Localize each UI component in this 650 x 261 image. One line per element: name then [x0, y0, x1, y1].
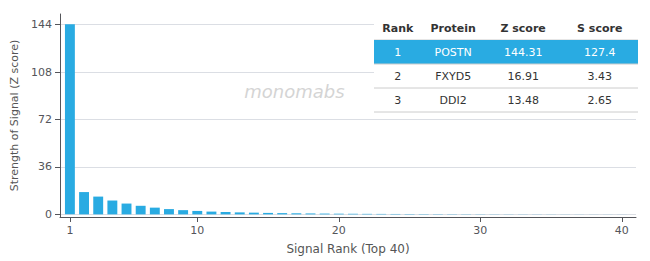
svg-text:monomabs: monomabs [244, 81, 344, 102]
svg-text:FXYD5: FXYD5 [435, 70, 471, 83]
svg-text:Strength of Signal (Z score): Strength of Signal (Z score) [8, 40, 21, 192]
svg-text:Protein: Protein [431, 22, 476, 35]
svg-text:3.43: 3.43 [587, 70, 612, 83]
svg-text:1: 1 [66, 224, 73, 237]
svg-text:10: 10 [190, 224, 204, 237]
svg-text:108: 108 [31, 66, 52, 79]
svg-text:2.65: 2.65 [587, 94, 612, 107]
svg-text:144.31: 144.31 [504, 46, 543, 59]
svg-text:0: 0 [45, 208, 52, 221]
svg-text:Z score: Z score [500, 22, 545, 35]
svg-text:Rank: Rank [382, 22, 414, 35]
svg-text:DDI2: DDI2 [440, 94, 467, 107]
svg-text:20: 20 [332, 224, 346, 237]
svg-text:30: 30 [473, 224, 487, 237]
svg-text:3: 3 [394, 94, 401, 107]
svg-text:144: 144 [31, 18, 52, 31]
svg-text:POSTN: POSTN [435, 46, 472, 59]
svg-text:2: 2 [394, 70, 401, 83]
svg-text:Signal Rank (Top 40): Signal Rank (Top 40) [286, 242, 409, 256]
svg-text:36: 36 [38, 160, 52, 173]
svg-text:1: 1 [394, 46, 401, 59]
svg-text:40: 40 [615, 224, 629, 237]
svg-text:16.91: 16.91 [507, 70, 539, 83]
svg-text:72: 72 [38, 113, 52, 126]
svg-text:127.4: 127.4 [584, 46, 616, 59]
svg-text:S score: S score [577, 22, 622, 35]
svg-text:13.48: 13.48 [507, 94, 539, 107]
